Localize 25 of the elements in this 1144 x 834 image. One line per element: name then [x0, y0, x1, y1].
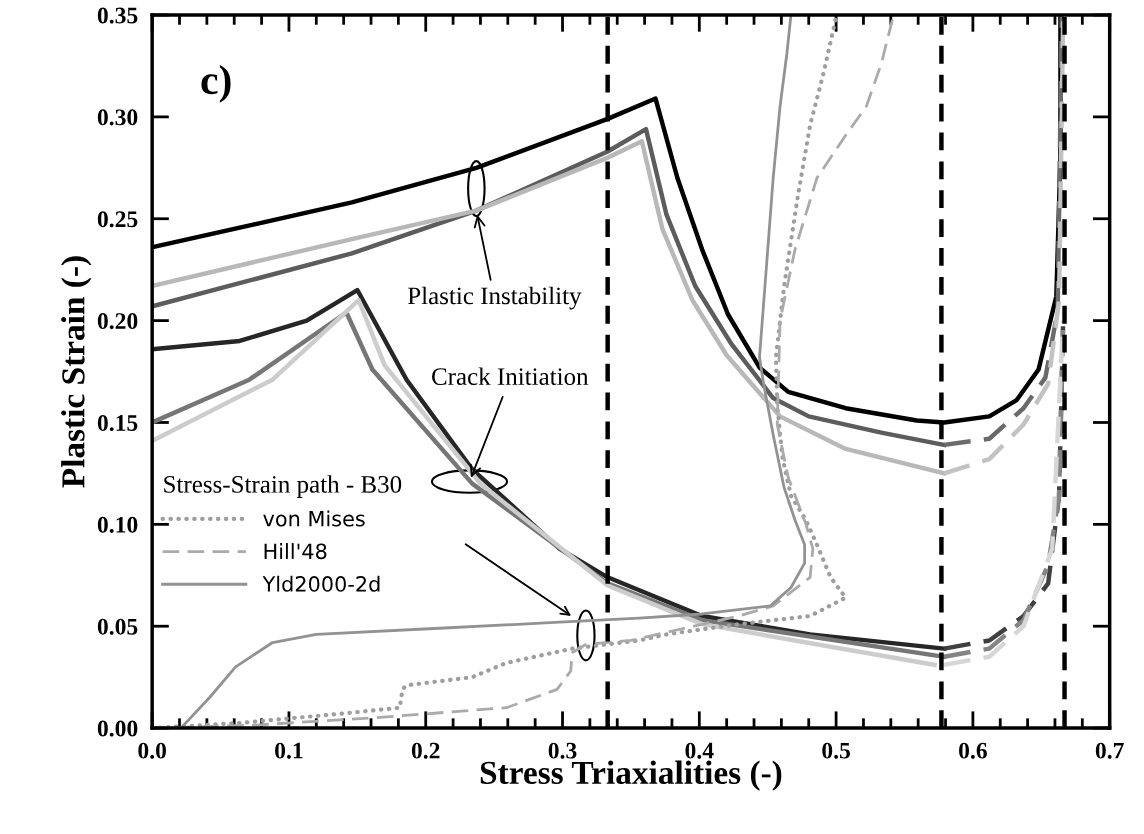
y-tick-label: 0.05	[97, 618, 138, 635]
y-tick-label: 0.30	[97, 109, 138, 126]
annotation: c)	[201, 64, 231, 103]
x-tick-label: 0.5	[822, 742, 850, 759]
x-tick-label: 0.2	[411, 742, 440, 759]
legend-label: von Mises	[263, 510, 365, 527]
y-tick-label: 0.20	[97, 313, 138, 330]
x-tick-label: 0.0	[138, 742, 167, 759]
annotation: Plastic Instability	[407, 286, 582, 310]
y-tick-label: 0.35	[97, 7, 138, 24]
x-axis-title: Stress Triaxialities (-)	[480, 760, 782, 791]
legend-title: Stress-Strain path - B30	[164, 475, 402, 498]
legend-label: Yld2000-2d	[262, 575, 380, 592]
x-tick-label: 0.4	[685, 742, 714, 759]
legend-label: Hill'48	[264, 543, 327, 560]
x-tick-label: 0.7	[1095, 742, 1124, 759]
y-tick-label: 0.15	[97, 414, 138, 432]
y-tick-label: 0.10	[97, 516, 138, 533]
y-tick-label: 0.25	[97, 211, 138, 228]
x-tick-label: 0.6	[959, 742, 987, 759]
x-tick-label: 0.1	[275, 742, 303, 759]
y-tick-label: 0.00	[97, 720, 138, 737]
x-tick-label: 0.3	[548, 742, 577, 759]
annotation: Crack Initiation	[432, 367, 589, 386]
y-axis-title: Plastic Strain (-)	[61, 256, 92, 488]
